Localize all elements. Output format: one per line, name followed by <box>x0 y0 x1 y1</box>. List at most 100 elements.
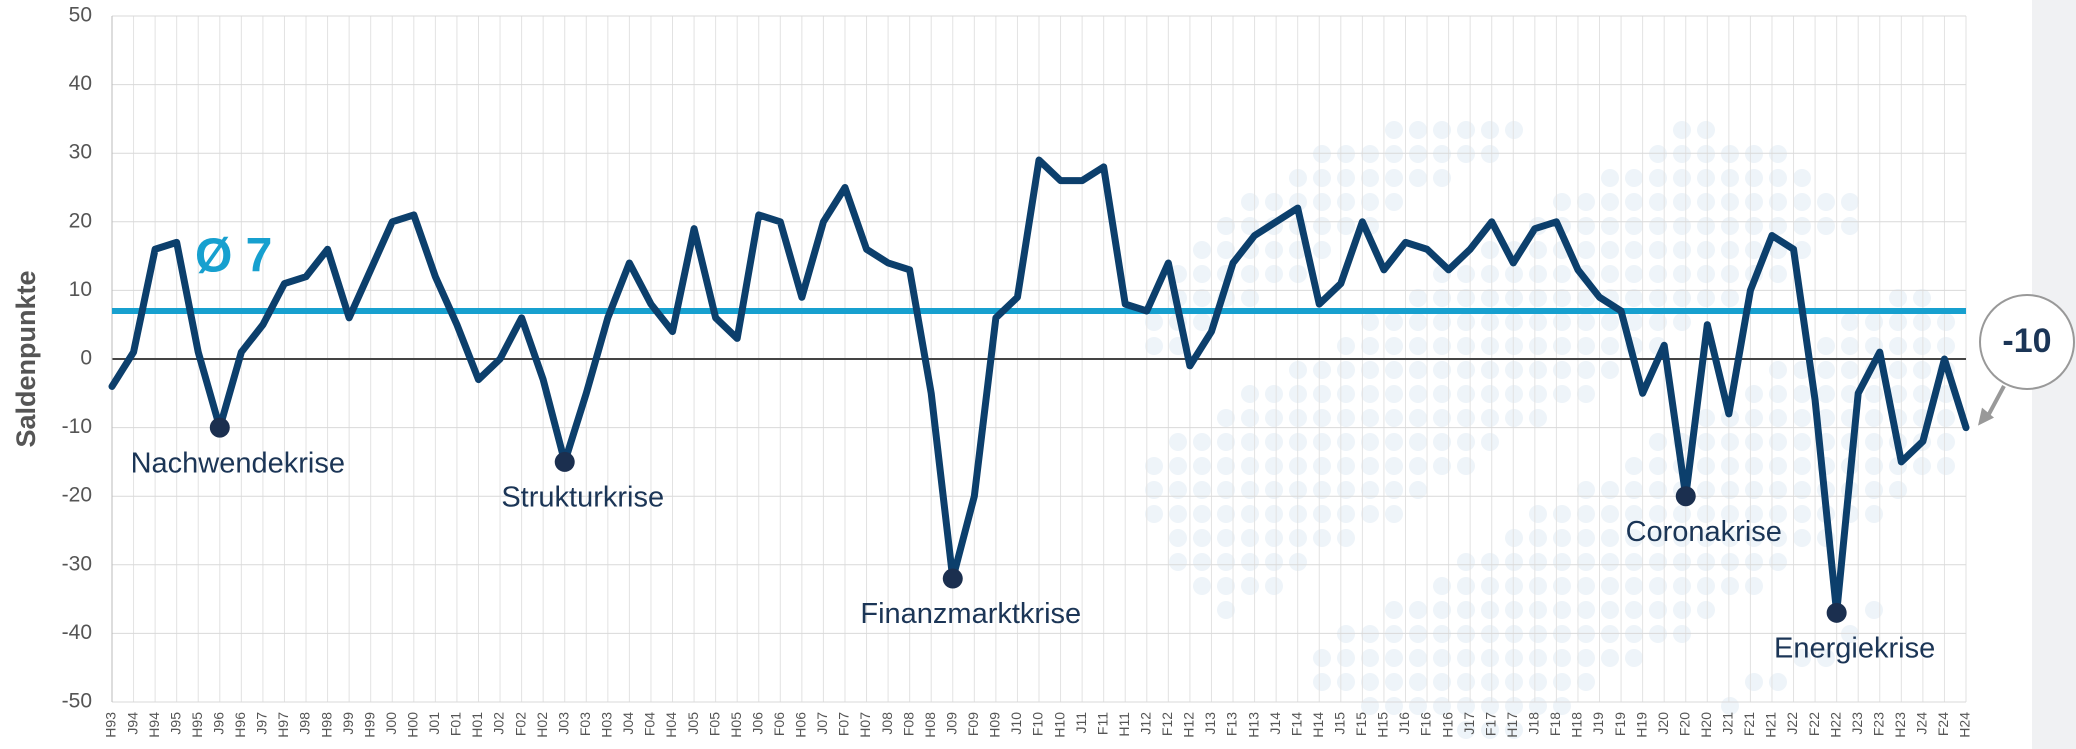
background-dot <box>1361 433 1379 451</box>
background-dot <box>1769 673 1787 691</box>
background-dot <box>1697 601 1715 619</box>
x-tick-label: H06 <box>793 712 809 738</box>
background-dot <box>1337 385 1355 403</box>
background-dot <box>1673 553 1691 571</box>
background-dot <box>1625 169 1643 187</box>
background-dot <box>1721 481 1739 499</box>
background-dot <box>1433 433 1451 451</box>
background-dot <box>1481 673 1499 691</box>
background-dot <box>1601 649 1619 667</box>
background-dot <box>1361 145 1379 163</box>
background-dot <box>1817 217 1835 235</box>
background-dot <box>1145 313 1163 331</box>
background-dot <box>1625 505 1643 523</box>
background-dot <box>1529 241 1547 259</box>
background-dot <box>1385 193 1403 211</box>
background-dot <box>1865 505 1883 523</box>
background-dot <box>1673 217 1691 235</box>
background-dot <box>1481 601 1499 619</box>
background-dot <box>1385 481 1403 499</box>
background-dot <box>1649 169 1667 187</box>
background-dot <box>1409 433 1427 451</box>
background-dot <box>1697 553 1715 571</box>
background-dot <box>1241 529 1259 547</box>
background-dot <box>1457 601 1475 619</box>
background-dot <box>1553 337 1571 355</box>
background-dot <box>1745 385 1763 403</box>
background-dot <box>1937 337 1955 355</box>
background-dot <box>1865 457 1883 475</box>
background-dot <box>1529 289 1547 307</box>
background-dot <box>1577 217 1595 235</box>
background-dot <box>1697 457 1715 475</box>
background-dot <box>1553 673 1571 691</box>
background-dot <box>1577 553 1595 571</box>
callout-value: -10 <box>2002 322 2051 360</box>
background-dot <box>1505 121 1523 139</box>
background-dot <box>1169 553 1187 571</box>
background-dot <box>1865 601 1883 619</box>
background-dot <box>1193 433 1211 451</box>
background-dot <box>1649 265 1667 283</box>
background-dot <box>1817 385 1835 403</box>
background-dot <box>1577 481 1595 499</box>
background-dot <box>1697 577 1715 595</box>
x-tick-label: H17 <box>1504 712 1520 738</box>
x-tick-label: J19 <box>1590 712 1606 735</box>
crisis-label: Nachwendekrise <box>131 447 345 479</box>
background-dot <box>1457 649 1475 667</box>
background-dot <box>1385 145 1403 163</box>
background-dot <box>1433 121 1451 139</box>
background-dot <box>1697 409 1715 427</box>
background-dot <box>1457 289 1475 307</box>
background-dot <box>1577 649 1595 667</box>
background-dot <box>1337 529 1355 547</box>
background-dot <box>1721 289 1739 307</box>
background-dot <box>1481 385 1499 403</box>
background-dot <box>1697 217 1715 235</box>
background-dot <box>1409 385 1427 403</box>
background-dot <box>1577 313 1595 331</box>
crisis-label: Finanzmarktkrise <box>860 598 1081 630</box>
background-dot <box>1265 457 1283 475</box>
background-dot <box>1625 649 1643 667</box>
background-dot <box>1313 241 1331 259</box>
background-dot <box>1841 193 1859 211</box>
background-dot <box>1337 481 1355 499</box>
background-dot <box>1265 529 1283 547</box>
background-dot <box>1649 625 1667 643</box>
x-tick-label: H94 <box>146 712 162 738</box>
background-dot <box>1433 601 1451 619</box>
x-tick-label: F07 <box>836 712 852 736</box>
background-dot <box>1697 433 1715 451</box>
x-tick-label: J14 <box>1267 712 1283 735</box>
background-dot <box>1385 649 1403 667</box>
y-tick-label: -50 <box>62 690 92 713</box>
background-dot <box>1481 649 1499 667</box>
background-dot <box>1169 433 1187 451</box>
background-dot <box>1673 265 1691 283</box>
background-dot <box>1745 217 1763 235</box>
background-dot <box>1481 577 1499 595</box>
y-tick-label: -20 <box>62 484 92 507</box>
background-dot <box>1721 529 1739 547</box>
background-dot <box>1505 385 1523 403</box>
background-dot <box>1769 193 1787 211</box>
x-tick-label: J23 <box>1849 712 1865 735</box>
background-dot <box>1529 625 1547 643</box>
background-dot <box>1721 217 1739 235</box>
background-dot <box>1409 601 1427 619</box>
background-dot <box>1217 601 1235 619</box>
x-tick-label: F13 <box>1224 712 1240 736</box>
background-dot <box>1337 457 1355 475</box>
x-tick-label: H23 <box>1892 712 1908 738</box>
x-tick-label: F17 <box>1482 712 1498 736</box>
x-tick-label: H97 <box>275 712 291 738</box>
background-dot <box>1193 481 1211 499</box>
background-dot <box>1385 361 1403 379</box>
background-dot <box>1673 313 1691 331</box>
background-dot <box>1361 409 1379 427</box>
background-dot <box>1409 337 1427 355</box>
background-dot <box>1865 409 1883 427</box>
background-dot <box>1673 601 1691 619</box>
